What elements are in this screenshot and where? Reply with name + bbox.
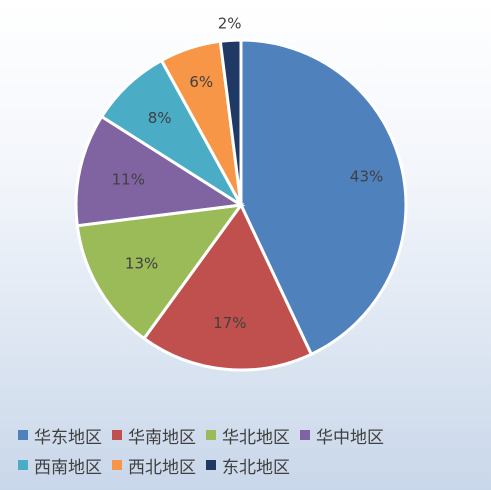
legend: 华东地区 华南地区 华北地区 华中地区西南地区 西北地区 东北地区 [18, 424, 483, 478]
legend-swatch [112, 430, 122, 440]
legend-swatch [18, 430, 28, 440]
pie-slice-3 [75, 203, 245, 341]
legend-swatch [206, 430, 216, 440]
data-label-6: 6% [189, 73, 213, 91]
pie-slice-2 [141, 202, 314, 372]
data-label-7: 2% [218, 14, 242, 32]
legend-item-5: 西南地区 [18, 454, 102, 478]
legend-item-7: 东北地区 [206, 454, 290, 478]
data-label-4: 11% [112, 170, 145, 188]
legend-item-4: 华中地区 [300, 424, 384, 448]
pie-slice-1 [239, 38, 408, 357]
legend-swatch [112, 460, 122, 470]
legend-item-1: 华东地区 [18, 424, 102, 448]
data-label-5: 8% [148, 109, 172, 127]
data-label-2: 17% [213, 314, 246, 332]
legend-label: 华东地区 [34, 427, 102, 448]
data-label-3: 13% [125, 254, 158, 272]
legend-label: 东北地区 [222, 457, 290, 478]
data-label-1: 43% [350, 167, 383, 185]
legend-label: 西北地区 [128, 457, 196, 478]
pie-labels: 43% 17% 13% 11% 8% 6% 2% [112, 14, 384, 331]
pie-slice-7 [218, 38, 243, 206]
pie-slices [74, 38, 408, 372]
legend-label: 华南地区 [128, 427, 196, 448]
legend-item-3: 华北地区 [206, 424, 290, 448]
legend-swatch [300, 430, 310, 440]
legend-item-6: 西北地区 [112, 454, 196, 478]
legend-swatch [206, 460, 216, 470]
legend-label: 西南地区 [34, 457, 102, 478]
legend-swatch [18, 460, 28, 470]
pie-slice-4 [74, 114, 246, 228]
legend-label: 华北地区 [222, 427, 290, 448]
legend-label: 华中地区 [316, 427, 384, 448]
legend-item-2: 华南地区 [112, 424, 196, 448]
